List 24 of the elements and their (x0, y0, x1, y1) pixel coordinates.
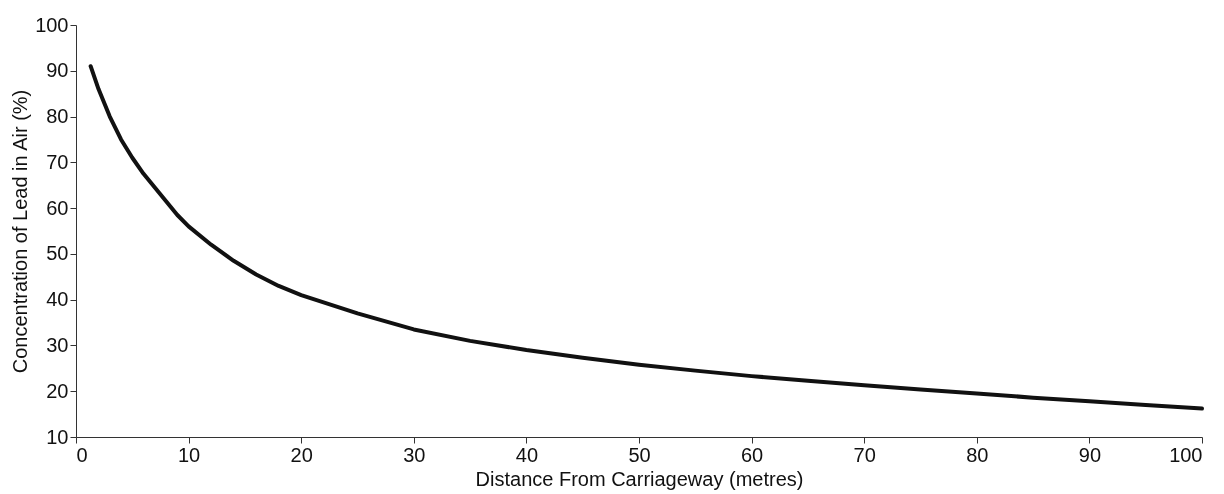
y-tick-label: 50 (46, 242, 69, 265)
x-tick-label: 40 (515, 443, 539, 466)
x-tick-label: 20 (290, 443, 313, 466)
x-tick-label: 30 (403, 443, 426, 466)
y-tick-label: 20 (46, 379, 69, 402)
y-tick-label: 60 (46, 196, 69, 219)
y-tick-label: 40 (46, 288, 69, 311)
x-tick-label: 0 (76, 443, 88, 466)
line-series (88, 64, 1204, 411)
y-tick-label: 10 (46, 425, 69, 448)
x-tick-label: 70 (853, 443, 876, 466)
x-tick-label: 50 (628, 443, 651, 466)
x-tick-label: 10 (177, 443, 201, 466)
y-tick-label: 80 (46, 105, 69, 128)
y-tick-label: 90 (46, 59, 69, 82)
x-tick-label: 90 (1078, 443, 1102, 466)
y-tick-label: 30 (46, 333, 69, 356)
x-tick-label: 80 (966, 443, 989, 466)
y-axis-title: Concentration of Lead in Air (%) (9, 89, 32, 374)
y-tick-label: 100 (35, 13, 69, 36)
y-tick-label: 70 (46, 150, 69, 173)
x-axis-title: Distance From Carriageway (metres) (475, 467, 804, 490)
x-tick-label: 100 (1169, 443, 1203, 466)
x-tick-label: 60 (740, 443, 764, 466)
